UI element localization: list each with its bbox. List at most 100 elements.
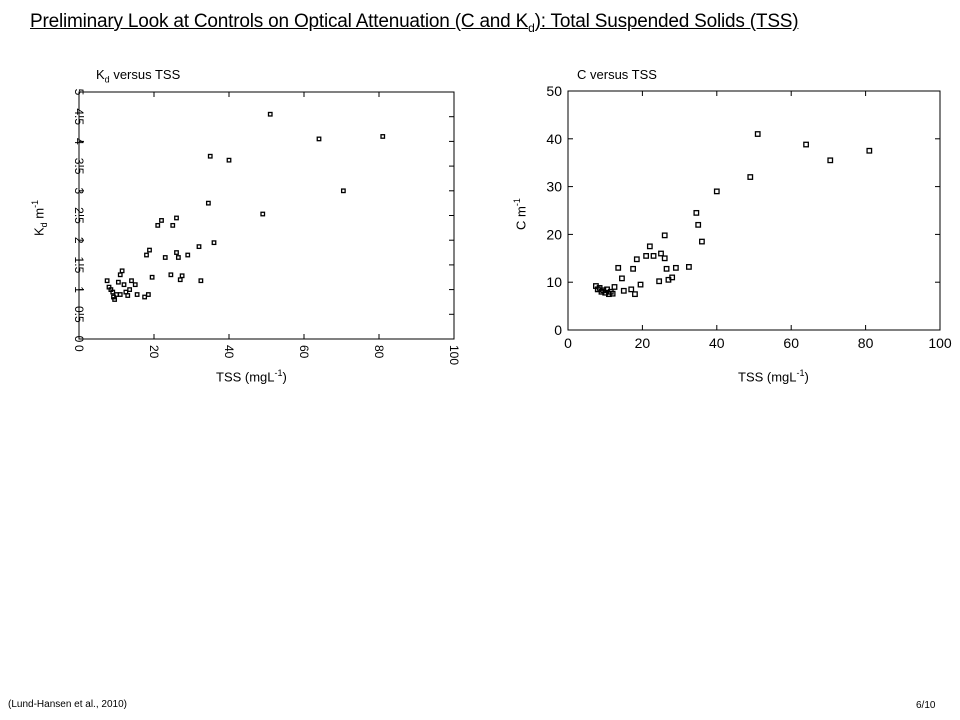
x-tick-label: 100 — [447, 345, 461, 365]
y-tick-label: 2 — [72, 237, 86, 244]
data-point — [658, 250, 664, 257]
data-point — [267, 111, 273, 117]
data-point — [159, 218, 164, 223]
data-point — [615, 264, 622, 271]
data-point — [147, 247, 152, 253]
y-tick-label: 20 — [546, 226, 562, 242]
data-point — [174, 250, 179, 255]
data-point — [155, 222, 161, 228]
data-point — [866, 147, 873, 154]
data-point — [104, 278, 110, 284]
data-point — [637, 281, 644, 288]
slide-title: Preliminary Look at Controls on Optical … — [30, 11, 799, 35]
data-point — [260, 211, 266, 217]
x-tick-label: 40 — [222, 345, 236, 359]
data-point — [661, 232, 668, 239]
chart-left-title: Kd versus TSS — [96, 67, 181, 85]
data-point — [110, 289, 116, 295]
data-point — [754, 131, 761, 137]
y-tick-label: 0.5 — [72, 306, 86, 323]
data-point — [127, 287, 133, 293]
data-point — [142, 294, 148, 300]
data-point — [340, 188, 346, 194]
data-point — [747, 174, 754, 180]
data-point — [134, 292, 140, 297]
y-tick-label: 1.5 — [72, 257, 86, 274]
x-tick-label: 0 — [72, 345, 86, 352]
x-tick-label: 60 — [297, 345, 311, 359]
y-tick-label: 1 — [72, 286, 86, 293]
data-point — [686, 264, 692, 270]
data-point — [380, 134, 386, 139]
y-tick-label: 40 — [546, 131, 562, 147]
data-point — [643, 253, 650, 259]
chart-right-xlabel: TSS (mgL-1) — [738, 368, 809, 385]
data-point — [646, 243, 653, 250]
data-point — [207, 153, 213, 159]
data-point — [149, 274, 155, 280]
data-point — [121, 282, 127, 288]
data-point — [632, 291, 638, 298]
x-tick-label: 100 — [928, 335, 952, 351]
data-point — [226, 157, 232, 163]
data-point — [119, 268, 125, 274]
data-point — [630, 265, 636, 272]
y-tick-label: 50 — [546, 83, 562, 99]
data-point — [611, 284, 618, 290]
x-tick-label: 0 — [564, 335, 572, 351]
y-tick-label: 10 — [546, 274, 562, 290]
data-point — [115, 279, 121, 285]
data-point — [112, 297, 118, 302]
data-point — [145, 292, 151, 297]
y-tick-label: 3.5 — [72, 158, 86, 175]
chart-right-title: C versus TSS — [577, 67, 657, 82]
data-point — [170, 222, 176, 228]
data-point — [175, 255, 181, 260]
x-tick-label: 60 — [783, 335, 799, 351]
x-tick-label: 20 — [635, 335, 651, 351]
x-tick-label: 80 — [372, 345, 386, 359]
data-point — [609, 290, 616, 297]
citation: (Lund-Hansen et al., 2010) — [8, 699, 127, 710]
data-point — [144, 252, 149, 258]
x-tick-label: 20 — [147, 345, 161, 359]
data-point — [619, 275, 625, 282]
data-point — [633, 256, 640, 263]
y-tick-label: 3 — [72, 187, 86, 194]
x-tick-label: 40 — [709, 335, 725, 351]
data-point — [205, 200, 211, 206]
data-point — [179, 273, 185, 279]
data-point — [713, 188, 720, 195]
data-point — [628, 286, 635, 293]
data-point — [196, 244, 202, 250]
x-tick-label: 80 — [858, 335, 874, 351]
data-point — [129, 278, 134, 284]
data-point — [695, 221, 702, 228]
data-point — [117, 292, 123, 297]
data-point — [162, 255, 168, 260]
data-point — [125, 293, 131, 298]
data-point — [168, 272, 174, 278]
data-point — [316, 136, 322, 142]
data-point — [669, 274, 676, 281]
data-point — [211, 240, 217, 246]
y-tick-label: 4 — [72, 138, 86, 145]
data-point — [620, 287, 627, 294]
data-point — [185, 252, 191, 258]
page-number: 6/10 — [916, 700, 936, 711]
y-tick-label: 30 — [546, 179, 562, 195]
y-tick-label: 0 — [554, 322, 562, 338]
data-point — [661, 255, 668, 262]
chart-left-xlabel: TSS (mgL-1) — [216, 368, 287, 385]
data-point — [827, 157, 834, 164]
data-point — [650, 253, 657, 259]
data-point — [656, 278, 663, 285]
data-point — [693, 209, 700, 216]
y-tick-label: 4.5 — [72, 108, 86, 125]
data-point — [699, 238, 705, 245]
data-point — [803, 141, 809, 148]
data-point — [198, 278, 204, 284]
data-point — [174, 215, 179, 221]
